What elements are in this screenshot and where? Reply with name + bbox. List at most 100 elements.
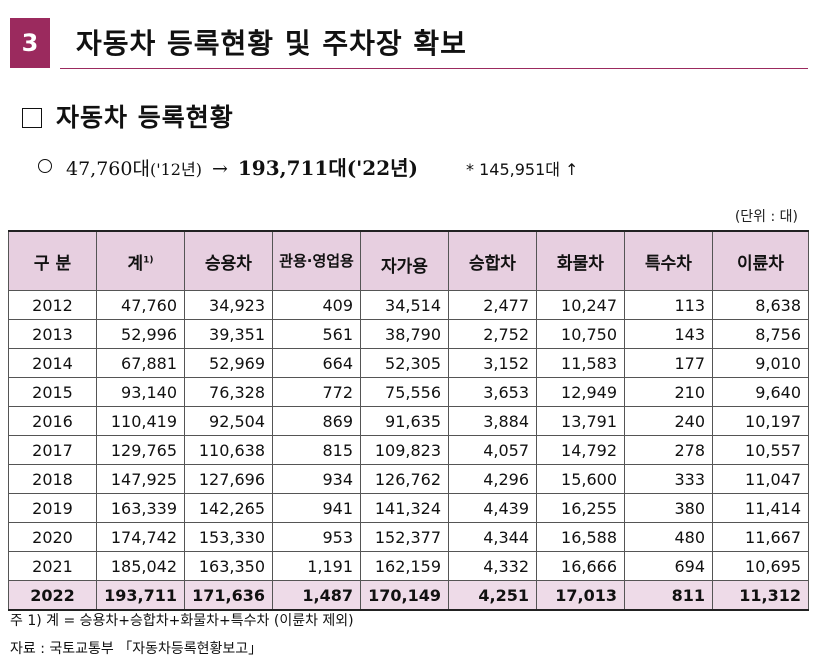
section-title: 자동차 등록현황 및 주차장 확보 [76, 27, 467, 60]
cell-official-business: 869 [272, 406, 361, 436]
cell-total: 110,419 [96, 406, 185, 436]
header-passenger: 승용차 [184, 230, 273, 291]
cell-motorcycle: 11,667 [712, 522, 809, 552]
summary-from-year: ('12년) [149, 160, 202, 179]
cell-special: 177 [624, 348, 713, 378]
cell-official-business: 953 [272, 522, 361, 552]
cell-van: 3,884 [448, 406, 537, 436]
cell-truck: 10,247 [536, 290, 625, 320]
cell-year: 2021 [8, 551, 97, 581]
cell-total: 47,760 [96, 290, 185, 320]
table-body: 2012 47,760 34,923 409 34,514 2,477 10,247 113 8… [8, 290, 809, 611]
cell-motorcycle: 9,010 [712, 348, 809, 378]
cell-private: 75,556 [360, 377, 449, 407]
cell-year: 2018 [8, 464, 97, 494]
summary-to-value: 193,711대 [237, 156, 347, 180]
cell-year: 2012 [8, 290, 97, 320]
cell-van: 4,296 [448, 464, 537, 494]
header-van: 승합차 [448, 230, 537, 291]
header-category: 구 분 [8, 230, 97, 291]
header-special: 특수차 [624, 230, 713, 291]
cell-truck: 13,791 [536, 406, 625, 436]
cell-motorcycle: 10,197 [712, 406, 809, 436]
unit-label: (단위 : 대) [734, 209, 798, 225]
cell-private: 52,305 [360, 348, 449, 378]
cell-private: 170,149 [360, 580, 449, 611]
cell-truck: 16,255 [536, 493, 625, 523]
cell-van: 4,332 [448, 551, 537, 581]
cell-private: 91,635 [360, 406, 449, 436]
cell-van: 3,653 [448, 377, 537, 407]
cell-passenger: 127,696 [184, 464, 273, 494]
cell-year: 2016 [8, 406, 97, 436]
cell-private: 38,790 [360, 319, 449, 349]
cell-special: 240 [624, 406, 713, 436]
cell-special: 811 [624, 580, 713, 611]
right-arrow-icon: → [211, 158, 228, 180]
cell-private: 141,324 [360, 493, 449, 523]
cell-year: 2015 [8, 377, 97, 407]
cell-van: 4,251 [448, 580, 537, 611]
section-header: 3 자동차 등록현황 및 주차장 확보 [10, 18, 808, 70]
header-private: 자가용 [360, 230, 449, 291]
cell-passenger: 76,328 [184, 377, 273, 407]
cell-truck: 10,750 [536, 319, 625, 349]
cell-year: 2020 [8, 522, 97, 552]
cell-special: 333 [624, 464, 713, 494]
table-row: 2021 185,042 163,350 1,191 162,159 4,332 16,66… [8, 551, 809, 581]
cell-truck: 14,792 [536, 435, 625, 465]
table-row: 2012 47,760 34,923 409 34,514 2,477 10,247 113 8… [8, 290, 809, 320]
header-official-business: 관용·영업용 [272, 230, 361, 291]
section-divider [60, 68, 808, 69]
cell-official-business: 664 [272, 348, 361, 378]
cell-van: 3,152 [448, 348, 537, 378]
cell-truck: 11,583 [536, 348, 625, 378]
cell-motorcycle: 11,047 [712, 464, 809, 494]
cell-total: 52,996 [96, 319, 185, 349]
cell-truck: 16,666 [536, 551, 625, 581]
cell-year: 2019 [8, 493, 97, 523]
cell-motorcycle: 11,312 [712, 580, 809, 611]
cell-year: 2022 [8, 580, 97, 611]
table-row: 2018 147,925 127,696 934 126,762 4,296 15,600 3… [8, 464, 809, 494]
cell-official-business: 561 [272, 319, 361, 349]
cell-private: 109,823 [360, 435, 449, 465]
cell-official-business: 941 [272, 493, 361, 523]
cell-motorcycle: 10,557 [712, 435, 809, 465]
cell-year: 2013 [8, 319, 97, 349]
cell-passenger: 171,636 [184, 580, 273, 611]
cell-special: 380 [624, 493, 713, 523]
table-row: 2013 52,996 39,351 561 38,790 2,752 10,750 143 8… [8, 319, 809, 349]
cell-special: 480 [624, 522, 713, 552]
cell-truck: 12,949 [536, 377, 625, 407]
section-number: 3 [10, 18, 50, 68]
header-motorcycle: 이륜차 [712, 230, 809, 291]
cell-truck: 15,600 [536, 464, 625, 494]
cell-total: 147,925 [96, 464, 185, 494]
table-row: 2020 174,742 153,330 953 152,377 4,344 16,588 4… [8, 522, 809, 552]
header-total: 계1) [96, 230, 185, 291]
table-row: 2016 110,419 92,504 869 91,635 3,884 13,791 240… [8, 406, 809, 436]
summary-line: 47,760대('12년) → 193,711대('22년) * 145,951대 ↑ [38, 152, 578, 181]
cell-van: 2,477 [448, 290, 537, 320]
square-bullet-icon [22, 108, 42, 128]
cell-motorcycle: 8,756 [712, 319, 809, 349]
summary-increase-note: * 145,951대 ↑ [466, 160, 579, 179]
cell-truck: 17,013 [536, 580, 625, 611]
cell-total: 163,339 [96, 493, 185, 523]
summary-from-value: 47,760대 [66, 158, 150, 180]
cell-passenger: 142,265 [184, 493, 273, 523]
cell-total: 185,042 [96, 551, 185, 581]
cell-total: 67,881 [96, 348, 185, 378]
cell-special: 278 [624, 435, 713, 465]
cell-year: 2014 [8, 348, 97, 378]
cell-total: 129,765 [96, 435, 185, 465]
cell-official-business: 1,487 [272, 580, 361, 611]
cell-special: 694 [624, 551, 713, 581]
cell-special: 143 [624, 319, 713, 349]
subsection-title: 자동차 등록현황 [56, 103, 234, 132]
cell-special: 113 [624, 290, 713, 320]
cell-private: 152,377 [360, 522, 449, 552]
cell-van: 4,439 [448, 493, 537, 523]
cell-total: 174,742 [96, 522, 185, 552]
